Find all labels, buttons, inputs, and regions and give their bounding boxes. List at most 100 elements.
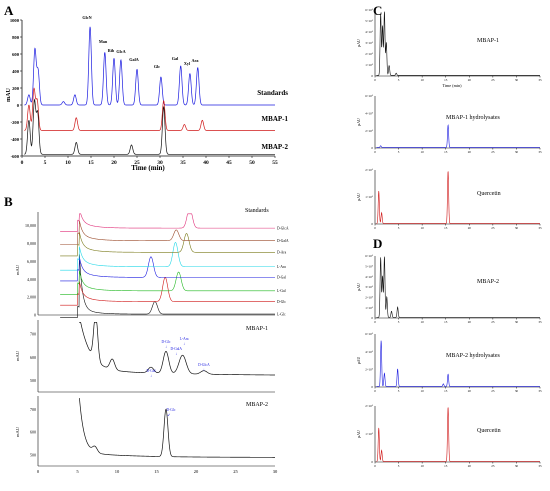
b-standard-label: D-Glc — [277, 300, 286, 304]
small-ytick-label: 6×10⁶ — [365, 94, 373, 98]
small-ytick-label: 1×10⁶ — [365, 195, 373, 199]
arrow-down-icon: ↓ — [183, 341, 185, 346]
small-ytick-label: 5×10⁶ — [365, 265, 373, 269]
arrow-down-icon: ↓ — [203, 367, 205, 372]
a-ytick-label: 600 — [12, 52, 20, 57]
small-series-line — [376, 11, 540, 76]
a-ytick-label: -400 — [11, 137, 20, 142]
small-ytick-label: 6×10⁶ — [365, 332, 373, 336]
small-ytick-label: 2×10⁶ — [365, 296, 373, 300]
peak-label-man: Man — [99, 39, 108, 44]
b-bot-ytick-label: 700 — [30, 407, 36, 412]
small-xtick-label: 5 — [398, 389, 400, 393]
panel-b-mid-ylabel: mAU — [15, 350, 20, 361]
a-xtick-label: 55 — [272, 160, 278, 166]
small-xtick-label: 15 — [444, 320, 448, 324]
b-standard-line — [60, 256, 275, 282]
a-ytick-label: 200 — [12, 86, 20, 91]
small-ytick-label: 2×10⁶ — [365, 368, 373, 372]
panel-c2-title: MBAP-1 hydrolysates — [446, 115, 500, 121]
b-top-ytick-label: 2,000 — [27, 295, 36, 301]
panel-label-c: C — [373, 3, 382, 18]
small-ytick-label: 0 — [371, 460, 373, 464]
small-xtick-label: 35 — [538, 226, 542, 230]
small-xtick-label: 0 — [374, 226, 376, 230]
a-xtick-label: 30 — [157, 160, 163, 166]
small-xtick-label: 25 — [491, 226, 495, 230]
b-standard-line — [60, 254, 275, 318]
small-xtick-label: 15 — [444, 78, 448, 82]
a-xtick-label: 40 — [203, 160, 209, 166]
a-xtick-label: 50 — [249, 160, 255, 166]
small-ytick-label: 0 — [371, 146, 373, 150]
b-mbap1-line — [79, 321, 276, 376]
b-xtick-label: 25 — [233, 469, 238, 474]
small-xtick-label: 20 — [468, 389, 472, 393]
small-ytick-label: 2×10⁶ — [365, 52, 373, 56]
b-xtick-label: 20 — [194, 469, 199, 474]
small-ytick-label: 2×10⁶ — [365, 129, 373, 133]
small-xtick-label: 20 — [468, 78, 472, 82]
small-xtick-label: 0 — [374, 464, 376, 468]
series-label-mbap1: MBAP-1 — [262, 115, 289, 123]
b-standard-line — [60, 232, 275, 257]
peak-label-gala: GalA — [129, 57, 139, 62]
small-ytick-label: 0 — [371, 74, 373, 78]
a-xtick-label: 35 — [180, 160, 186, 166]
panel-b-chromatograms: Standards mAU MBAP-1 mAU MBAP-2 mAU — [15, 208, 269, 437]
small-xtick-label: 25 — [491, 464, 495, 468]
panel-c1-title: MBAP-1 — [477, 38, 499, 44]
panel-c3-title: Quercetin — [477, 191, 501, 197]
b-xtick-label: 15 — [154, 469, 159, 474]
small-xtick-label: 30 — [515, 320, 519, 324]
panel-a-xlabel: Time (min) — [131, 164, 165, 172]
a-xtick-label: 45 — [226, 160, 232, 166]
b-mid-annotation: D-Gal — [146, 369, 155, 373]
panel-b-top-title: Standards — [245, 208, 269, 214]
small-xtick-label: 5 — [398, 464, 400, 468]
small-xtick-label: 25 — [491, 389, 495, 393]
small-xtick-label: 5 — [398, 150, 400, 154]
small-series-line — [376, 256, 540, 318]
b-standard-label: D-GlcA — [277, 226, 289, 230]
b-xtick-label: 10 — [115, 469, 120, 474]
a-ytick-label: -200 — [11, 120, 20, 125]
panel-a-peak-labels: GlcN Man Rib GlcA GalA Glc Gal Xyl Ara — [82, 15, 199, 69]
peak-label-glcn: GlcN — [82, 15, 91, 20]
peak-label-ara: Ara — [192, 58, 200, 63]
small-xtick-label: 10 — [421, 150, 425, 154]
a-ytick-label: 1000 — [10, 18, 20, 23]
small-ylabel: μAU — [357, 118, 361, 126]
arrow-down-icon: ↙ — [167, 412, 170, 417]
panel-b-bot-ylabel: mAU — [15, 426, 20, 437]
a-series-line — [24, 98, 275, 155]
small-xtick-label: 25 — [491, 320, 495, 324]
b-standard-line — [60, 270, 275, 295]
small-series-line — [376, 171, 540, 224]
b-top-ytick-label: 10,000 — [25, 223, 36, 229]
series-label-mbap2: MBAP-2 — [262, 143, 289, 151]
a-series-line — [24, 26, 275, 106]
small-ytick-label: 0 — [371, 385, 373, 389]
small-ytick-label: 4×10⁶ — [365, 30, 373, 34]
small-xtick-label: 5 — [398, 78, 400, 82]
arrow-down-icon: ↓ — [175, 351, 177, 356]
panel-d2-title: MBAP-2 hydrolysates — [446, 353, 500, 359]
b-bot-annotation: D-Glc — [166, 408, 175, 412]
small-xtick-label: 30 — [515, 226, 519, 230]
small-xtick-label: 35 — [538, 78, 542, 82]
panel-d3-title: Quercetin — [477, 428, 501, 434]
b-standard-label: D-Ara — [277, 251, 287, 255]
a-xtick-label: 20 — [111, 160, 117, 166]
b-xtick-label: 5 — [76, 469, 79, 474]
panel-label-b: B — [4, 194, 13, 209]
small-xtick-label: 10 — [421, 320, 425, 324]
arrow-down-icon: ↓ — [165, 344, 167, 349]
small-xtick-label: 20 — [468, 320, 472, 324]
small-ytick-label: 1×10⁶ — [365, 306, 373, 310]
b-top-ytick-label: 4,000 — [27, 277, 36, 283]
small-series-line — [376, 124, 540, 148]
b-standard-label: D-Gal — [277, 276, 286, 280]
b-standard-label: L-Gal — [277, 289, 286, 293]
